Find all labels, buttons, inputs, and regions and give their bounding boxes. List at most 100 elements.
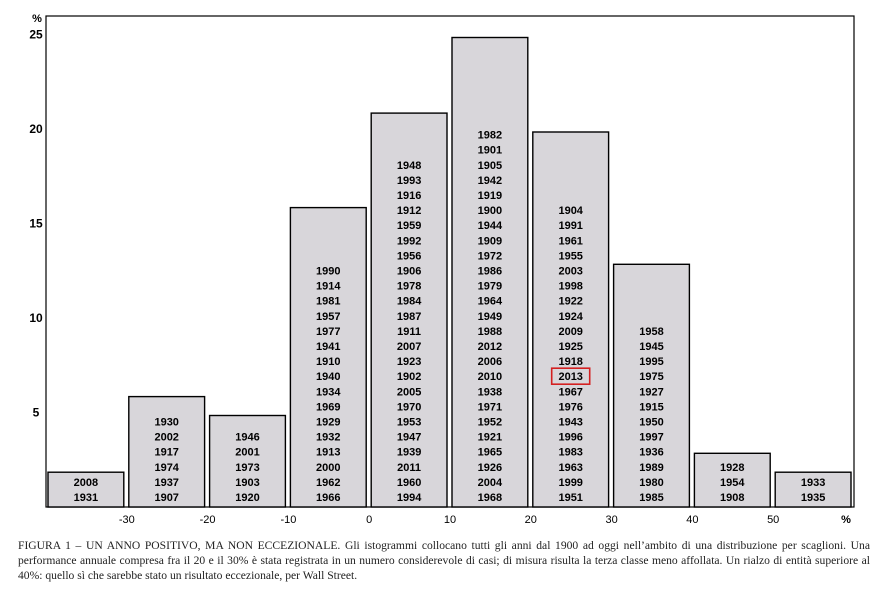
year-label: 1971	[478, 401, 502, 413]
year-label: 1972	[478, 250, 502, 262]
year-label: 1974	[154, 462, 179, 474]
x-tick-label: -30	[119, 514, 135, 526]
histogram-bar: 1958 1945 1995 1975 1927 1915 1950 1997 1936 1989…	[612, 263, 691, 508]
x-tick-label: 10	[444, 514, 456, 526]
year-label: 1932	[316, 432, 340, 444]
year-label: 1931	[74, 492, 98, 504]
year-label: 2008	[74, 477, 98, 489]
year-label: 1935	[801, 492, 825, 504]
year-label: 1937	[154, 477, 178, 489]
year-label: 1970	[397, 401, 421, 413]
histogram-bar: 1982 1901 1905 1942 1919 1900 1944 1909 1972 1986…	[451, 36, 529, 508]
year-label: 1936	[639, 447, 663, 459]
y-tick-label: 5	[33, 406, 40, 420]
year-label: 1924	[558, 311, 583, 323]
year-label: 1994	[397, 492, 422, 504]
year-label: 1979	[478, 281, 502, 293]
year-label: 1960	[397, 477, 421, 489]
year-label: 1958	[639, 326, 663, 338]
bar-rect	[47, 471, 125, 508]
year-label: 1980	[639, 477, 663, 489]
histogram-bar: 1928 1954 1908	[693, 452, 771, 508]
y-tick-label: 25	[29, 28, 43, 42]
year-label: 1938	[478, 386, 502, 398]
year-label: 1981	[316, 296, 340, 308]
year-label: 1917	[154, 447, 178, 459]
histogram-chart: % % 5 10 15 20 25 -30 -20 -10 0 10 20 30 40 50 2008 1…	[29, 13, 855, 526]
year-label: 1954	[720, 477, 745, 489]
year-label: 2013	[558, 371, 582, 383]
year-label: 1987	[397, 311, 421, 323]
year-label: 1948	[397, 160, 421, 172]
year-label: 1968	[478, 492, 502, 504]
year-label: 1957	[316, 311, 340, 323]
year-label: 1967	[558, 386, 582, 398]
year-label: 2006	[478, 356, 502, 368]
year-label: 2010	[478, 371, 502, 383]
histogram-bar: 1946 2001 1973 1903 1920	[208, 414, 287, 508]
year-label: 1951	[558, 492, 582, 504]
year-label: 1993	[397, 175, 421, 187]
year-label: 1975	[639, 371, 663, 383]
year-label: 2011	[397, 462, 421, 474]
year-label: 1909	[478, 235, 502, 247]
year-label: 1969	[316, 401, 340, 413]
year-label: 1903	[235, 477, 259, 489]
bar-rect	[451, 36, 529, 508]
year-label: 1964	[478, 296, 503, 308]
y-tick-label: 10	[29, 311, 43, 325]
bar-rect	[208, 414, 287, 508]
year-label: 2002	[154, 432, 178, 444]
year-label: 1911	[397, 326, 421, 338]
year-label: 1944	[478, 220, 503, 232]
bar-rect	[693, 452, 771, 508]
year-label: 1905	[478, 160, 502, 172]
histogram-bar: 1933 1935	[774, 471, 852, 508]
y-unit-label: %	[32, 13, 42, 25]
bar-rect	[774, 471, 852, 508]
year-label: 1910	[316, 356, 340, 368]
year-label: 1912	[397, 205, 421, 217]
year-label: 1941	[316, 341, 340, 353]
year-label: 1965	[478, 447, 502, 459]
year-label: 1997	[639, 432, 663, 444]
year-label: 1914	[316, 281, 341, 293]
y-axis-ticks: 5 10 15 20 25	[29, 28, 43, 420]
year-label: 1956	[397, 250, 421, 262]
year-label: 2004	[478, 477, 503, 489]
bars-group: 2008 1931 1930 2002 1917 1974 1937 1907 1946 2001…	[47, 36, 852, 508]
year-label: 1928	[720, 462, 744, 474]
year-label: 1907	[154, 492, 178, 504]
x-tick-label: 0	[366, 514, 372, 526]
year-label: 1986	[478, 266, 502, 278]
year-label: 1933	[801, 477, 825, 489]
year-label: 1922	[558, 296, 582, 308]
year-label: 1913	[316, 447, 340, 459]
year-label: 1996	[558, 432, 582, 444]
year-label: 1916	[397, 190, 421, 202]
year-label: 1953	[397, 417, 421, 429]
year-label: 1920	[235, 492, 259, 504]
year-label: 1962	[316, 477, 340, 489]
year-label: 1902	[397, 371, 421, 383]
year-label: 1959	[397, 220, 421, 232]
year-label: 1992	[397, 235, 421, 247]
year-label: 1998	[558, 281, 582, 293]
year-label: 1904	[558, 205, 583, 217]
year-label: 1995	[639, 356, 663, 368]
year-label: 1963	[558, 462, 582, 474]
highlight-box	[550, 367, 591, 386]
year-label: 1901	[478, 145, 502, 157]
year-label: 1930	[154, 417, 178, 429]
year-label: 1977	[316, 326, 340, 338]
year-label: 1919	[478, 190, 502, 202]
year-label: 2003	[558, 266, 582, 278]
x-unit-label: %	[841, 514, 851, 526]
year-label: 1926	[478, 462, 502, 474]
year-label: 1929	[316, 417, 340, 429]
year-label: 1934	[316, 386, 341, 398]
year-label: 1923	[397, 356, 421, 368]
y-tick-label: 20	[29, 122, 43, 136]
bar-rect	[370, 112, 448, 508]
bar-rect	[612, 263, 691, 508]
